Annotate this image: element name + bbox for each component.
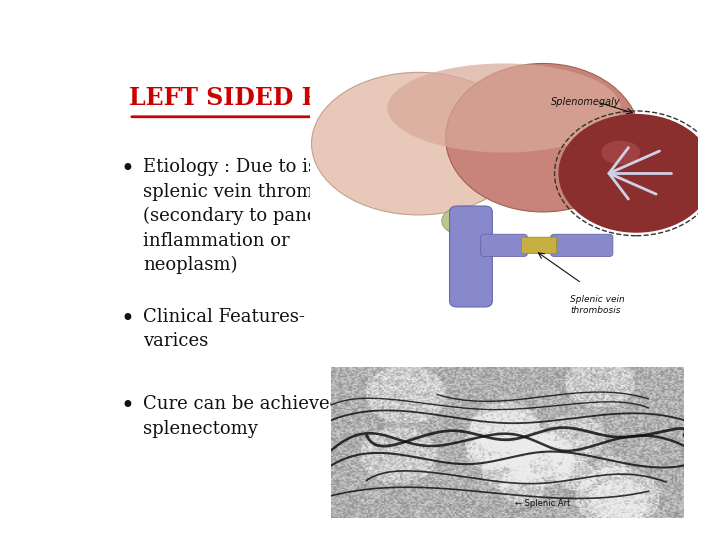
FancyBboxPatch shape — [551, 234, 613, 256]
Text: Clinical Features- Gastric
varices: Clinical Features- Gastric varices — [143, 308, 377, 350]
Ellipse shape — [442, 206, 488, 235]
Text: •: • — [121, 395, 135, 418]
Text: ← Splenic Art: ← Splenic Art — [515, 499, 570, 508]
Text: •: • — [121, 308, 135, 331]
Text: LEFT SIDED PORTAL HYPERTENSION :: LEFT SIDED PORTAL HYPERTENSION : — [129, 85, 657, 110]
Text: Splenomegaly: Splenomegaly — [551, 97, 621, 107]
Text: Splenic vein
thrombosis: Splenic vein thrombosis — [570, 295, 625, 314]
Ellipse shape — [312, 72, 526, 215]
Text: Etiology : Due to isolated
splenic vein thrombosis
(secondary to pancreatic
infl: Etiology : Due to isolated splenic vein … — [143, 158, 374, 274]
Ellipse shape — [446, 64, 640, 212]
Text: Cure can be achieved by a
splenectomy: Cure can be achieved by a splenectomy — [143, 395, 385, 437]
FancyBboxPatch shape — [449, 206, 492, 307]
FancyBboxPatch shape — [521, 237, 557, 253]
Ellipse shape — [387, 63, 621, 152]
Circle shape — [559, 114, 714, 233]
Text: •: • — [121, 158, 135, 181]
Ellipse shape — [601, 140, 640, 164]
FancyBboxPatch shape — [481, 234, 527, 256]
